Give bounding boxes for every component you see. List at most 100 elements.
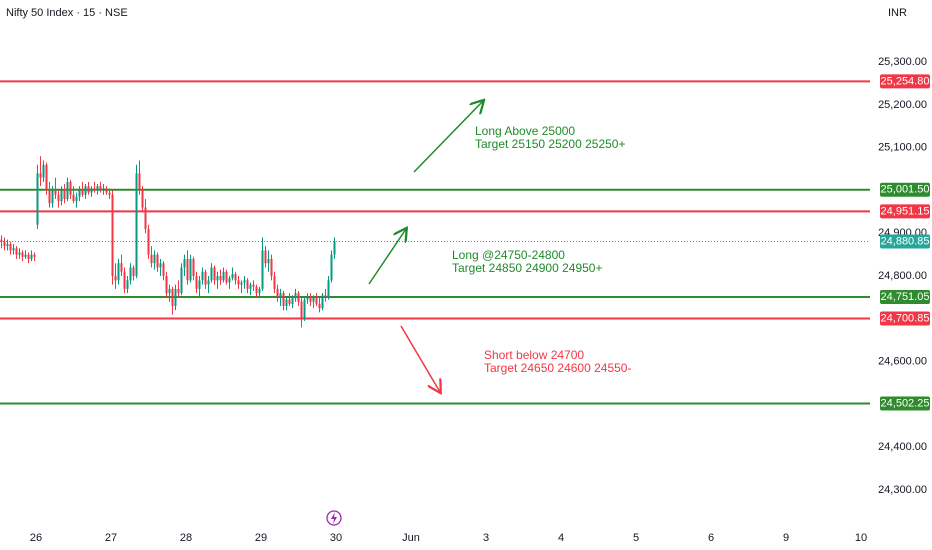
candle-body (324, 295, 327, 298)
candle-body (132, 267, 135, 277)
candle-body (267, 258, 270, 264)
candle-body (189, 258, 192, 281)
annotation: Short below 24700 (484, 348, 584, 362)
candle-body (249, 284, 252, 289)
candle-body (36, 173, 39, 225)
level-label: 24,751.05 (881, 291, 930, 303)
annotation: Target 24650 24600 24550- (484, 361, 631, 375)
candle-body (120, 263, 123, 272)
candle-body (42, 164, 45, 178)
candle-body (243, 280, 246, 283)
candle-body (318, 303, 321, 309)
candle-body (303, 299, 306, 319)
candle-body (57, 194, 60, 202)
level-label-bg (880, 311, 930, 326)
x-tick-label: 26 (30, 532, 42, 544)
event-icon[interactable] (326, 510, 342, 526)
candle-body (297, 293, 300, 302)
candle-body (201, 271, 204, 281)
candle-body (138, 173, 141, 191)
candle-body (105, 188, 108, 193)
candle-body (48, 190, 51, 204)
candle-body (234, 273, 237, 281)
last-price-bg (880, 234, 930, 249)
y-tick-label: 24,600.00 (878, 356, 927, 368)
currency: INR (888, 7, 907, 19)
candle-body (168, 288, 171, 294)
candle-body (147, 228, 150, 255)
annotation: Long Above 25000 (475, 124, 575, 138)
candle-body (327, 280, 330, 298)
candle-body (306, 297, 309, 300)
candle-body (63, 190, 66, 200)
y-tick-label: 24,400.00 (878, 441, 927, 453)
x-tick-label: 4 (558, 532, 564, 544)
candle-body (84, 186, 87, 195)
candle-body (150, 254, 153, 264)
level-label: 25,001.50 (881, 184, 930, 196)
candle-body (129, 267, 132, 281)
candle-body (156, 254, 159, 268)
y-tick-label: 25,300.00 (878, 56, 927, 68)
candle-body (15, 248, 18, 255)
candle-body (264, 250, 267, 264)
candle-body (237, 280, 240, 285)
x-tick-label: 29 (255, 532, 267, 544)
candle-body (69, 181, 72, 195)
candle-body (186, 258, 189, 281)
candle-body (66, 181, 69, 200)
candle-body (255, 286, 258, 294)
candle-body (51, 190, 54, 204)
x-tick-label: 6 (708, 532, 714, 544)
x-tick-label: 10 (855, 532, 867, 544)
candle-body (141, 190, 144, 208)
candle-body (246, 280, 249, 289)
candle-body (72, 194, 75, 202)
candle-body (192, 258, 195, 277)
candle-body (285, 299, 288, 307)
x-tick-label: 27 (105, 532, 117, 544)
candle-body (162, 263, 165, 277)
candle-body (333, 241, 336, 255)
x-tick-label: 28 (180, 532, 192, 544)
candle-body (276, 288, 279, 298)
candle-body (198, 280, 201, 289)
candle-body (126, 280, 129, 289)
candle-body (300, 301, 303, 319)
candle-body (171, 288, 174, 307)
candle-body (27, 254, 30, 259)
levels (0, 80, 870, 405)
candle-body (270, 258, 273, 277)
candle-body (117, 263, 120, 281)
x-tick-label: Jun (402, 532, 420, 544)
candle-body (210, 267, 213, 281)
y-tick-label: 24,300.00 (878, 484, 927, 496)
candle-body (312, 297, 315, 302)
y-tick-label: 24,800.00 (878, 270, 927, 282)
candle-body (309, 297, 312, 302)
candle-body (0, 239, 3, 242)
candle-body (93, 188, 96, 191)
candle-body (315, 297, 318, 304)
candle-body (213, 267, 216, 281)
candle-body (108, 192, 111, 195)
candle-body (294, 293, 297, 298)
y-tick-label: 25,200.00 (878, 99, 927, 111)
arrow (413, 101, 483, 173)
candle-body (24, 254, 27, 257)
x-tick-label: 9 (783, 532, 789, 544)
arrow (400, 325, 440, 392)
annotation: Long @24750-24800 (452, 248, 565, 262)
last-price-label: 24,880.85 (881, 235, 930, 247)
candle-body (228, 278, 231, 283)
candle-body (219, 276, 222, 281)
candle-body (216, 276, 219, 281)
candle-body (99, 186, 102, 191)
annotation: Target 25150 25200 25250+ (475, 137, 625, 151)
candle-body (153, 254, 156, 264)
candle-body (18, 252, 21, 255)
candle-body (231, 273, 234, 279)
candle-body (45, 164, 48, 191)
arrow (368, 229, 406, 285)
